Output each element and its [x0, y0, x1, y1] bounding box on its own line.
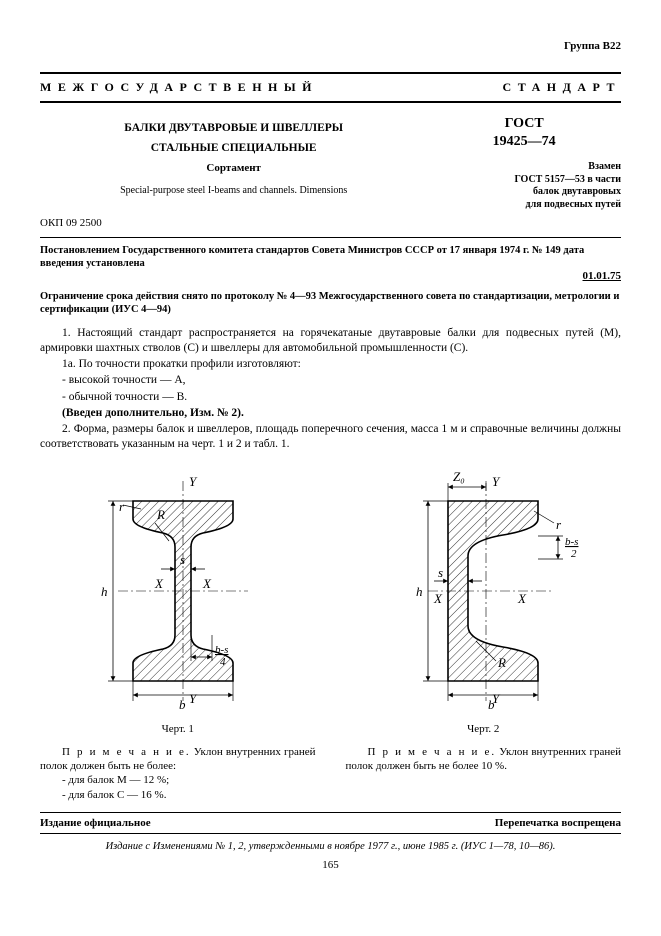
footer-left: Издание официальное	[40, 817, 151, 831]
svg-text:s: s	[180, 552, 185, 567]
decree-date: 01.01.75	[40, 270, 621, 284]
amendment-note: (Введен дополнительно, Изм. № 2).	[40, 406, 621, 420]
body-text: 1. Настоящий стандарт распространяется н…	[40, 326, 621, 451]
interstate-header: МЕЖГОСУДАРСТВЕННЫЙ СТАНДАРТ	[40, 80, 621, 95]
document-page: Группа В22 МЕЖГОСУДАРСТВЕННЫЙ СТАНДАРТ Б…	[0, 0, 661, 936]
notes-row: П р и м е ч а н и е. Уклон внутренних гр…	[40, 745, 621, 804]
svg-text:X: X	[154, 576, 164, 591]
figure-1: Y Y X X h b s r	[40, 461, 316, 737]
rule-top	[40, 72, 621, 74]
svg-text:b-s: b-s	[215, 644, 228, 656]
okp-code: ОКП 09 2500	[40, 217, 621, 231]
note1-a: - для балок М — 12 %;	[62, 774, 316, 788]
channel-diagram: Y Y X X Z₀ h b	[368, 461, 598, 721]
figure-1-caption: Черт. 1	[162, 723, 194, 737]
replace-1: Взамен	[427, 161, 621, 174]
svg-text:Y: Y	[492, 474, 501, 489]
edition-note: Издание с Изменениями № 1, 2, утвержденн…	[40, 840, 621, 853]
rule-footer-1	[40, 812, 621, 813]
replace-4: для подвесных путей	[427, 199, 621, 212]
svg-text:2: 2	[571, 548, 577, 560]
rule-footer-2	[40, 833, 621, 834]
footer-right: Перепечатка воспрещена	[495, 817, 621, 831]
para-2: 2. Форма, размеры балок и швеллеров, пло…	[40, 422, 621, 451]
replace-3: балок двутавровых	[427, 186, 621, 199]
title-left: БАЛКИ ДВУТАВРОВЫЕ И ШВЕЛЛЕРЫ СТАЛЬНЫЕ СП…	[40, 115, 427, 211]
note-word-1: П р и м е ч а н и е.	[62, 746, 191, 758]
decree-text: Постановлением Государственного комитета…	[40, 244, 621, 270]
title-line1: БАЛКИ ДВУТАВРОВЫЕ И ШВЕЛЛЕРЫ	[40, 121, 427, 135]
note-2: П р и м е ч а н и е. Уклон внутренних гр…	[346, 745, 622, 804]
title-right: ГОСТ 19425—74 Взамен ГОСТ 5157—53 в част…	[427, 115, 621, 211]
rule-okp	[40, 237, 621, 238]
subtitle: Сортамент	[40, 162, 427, 176]
svg-text:h: h	[416, 584, 423, 599]
figure-2: Y Y X X Z₀ h b	[346, 461, 622, 737]
replace-block: Взамен ГОСТ 5157—53 в части балок двутав…	[427, 161, 621, 211]
gost-number: 19425—74	[427, 133, 621, 151]
svg-text:r: r	[556, 517, 562, 532]
title-line2: СТАЛЬНЫЕ СПЕЦИАЛЬНЫЕ	[40, 141, 427, 155]
svg-text:X: X	[202, 576, 212, 591]
svg-text:X: X	[433, 591, 443, 606]
figures-row: Y Y X X h b s r	[40, 461, 621, 737]
replace-2: ГОСТ 5157—53 в части	[427, 174, 621, 187]
gost-word: ГОСТ	[427, 115, 621, 133]
para-1a: 1а. По точности прокатки профили изготов…	[40, 357, 621, 371]
svg-text:b-s: b-s	[565, 536, 578, 548]
title-en: Special-purpose steel I-beams and channe…	[40, 185, 427, 198]
svg-text:b: b	[488, 697, 495, 712]
ibeam-diagram: Y Y X X h b s r	[63, 461, 293, 721]
restriction-text: Ограничение срока действия снято по прот…	[40, 290, 621, 316]
svg-text:s: s	[438, 565, 443, 580]
svg-text:R: R	[497, 655, 506, 670]
title-block: БАЛКИ ДВУТАВРОВЫЕ И ШВЕЛЛЕРЫ СТАЛЬНЫЕ СП…	[40, 115, 621, 211]
svg-text:b: b	[179, 697, 186, 712]
note-word-2: П р и м е ч а н и е.	[368, 746, 497, 758]
note-1: П р и м е ч а н и е. Уклон внутренних гр…	[40, 745, 316, 804]
svg-text:Y: Y	[189, 474, 198, 489]
bullet-1: - высокой точности — А,	[62, 373, 621, 387]
svg-text:Y: Y	[189, 691, 198, 706]
svg-text:h: h	[101, 584, 108, 599]
page-number: 165	[40, 859, 621, 873]
bullet-2: - обычной точности — В.	[62, 390, 621, 404]
figure-2-caption: Черт. 2	[467, 723, 499, 737]
rule-below-header	[40, 101, 621, 103]
svg-text:4: 4	[220, 656, 226, 668]
para-1: 1. Настоящий стандарт распространяется н…	[40, 326, 621, 355]
footer-line: Издание официальное Перепечатка воспреще…	[40, 817, 621, 831]
svg-text:R: R	[156, 507, 165, 522]
svg-text:Z₀: Z₀	[453, 469, 465, 484]
note1-b: - для балок С — 16 %.	[62, 789, 316, 803]
svg-text:X: X	[517, 591, 527, 606]
group-label: Группа В22	[40, 40, 621, 54]
